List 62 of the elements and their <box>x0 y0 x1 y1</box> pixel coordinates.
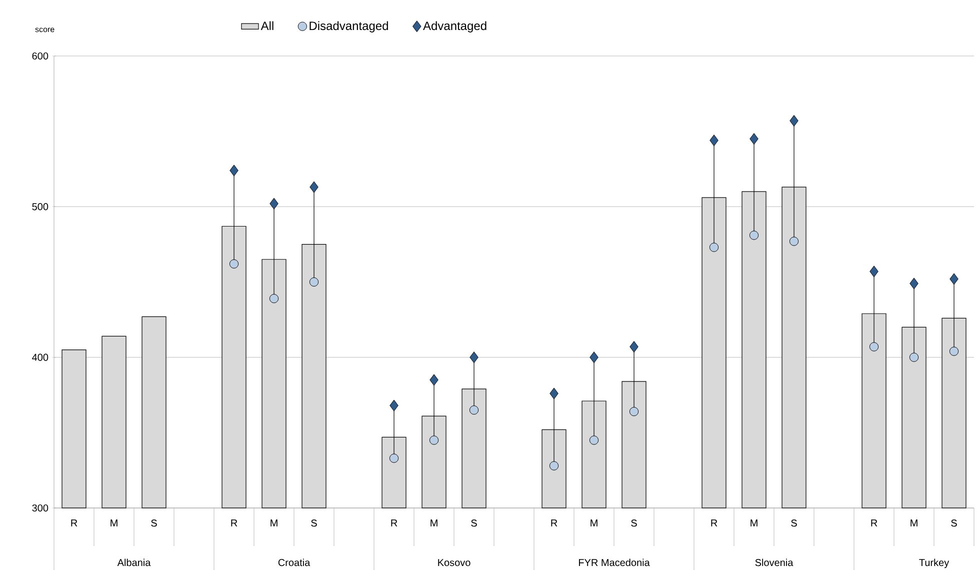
x-tick-label: S <box>631 520 637 527</box>
legend-label: Advantaged <box>423 21 486 32</box>
point <box>709 242 719 252</box>
point <box>230 164 238 176</box>
point <box>789 236 799 246</box>
x-tick-label: S <box>951 520 957 527</box>
point <box>389 454 399 463</box>
point <box>910 278 918 290</box>
point <box>950 273 958 285</box>
y-tick-label: 400 <box>32 354 48 361</box>
x-tick-label: S <box>791 520 797 527</box>
text: Croatia <box>278 558 310 566</box>
point <box>589 436 599 445</box>
x-tick-label: R <box>71 520 78 526</box>
point <box>229 259 239 268</box>
text: Kosovo <box>438 559 470 566</box>
point <box>790 115 798 127</box>
legend-label: All <box>260 21 274 30</box>
y-axis-title: score <box>35 28 54 32</box>
y-tick-label: 600 <box>32 52 48 60</box>
point <box>390 400 398 412</box>
x-tick-label: R <box>231 520 238 526</box>
point <box>430 374 438 386</box>
point <box>310 181 318 193</box>
x-tick-label: M <box>270 520 278 526</box>
point <box>710 134 718 146</box>
point <box>269 294 279 304</box>
x-tick-label: R <box>711 520 718 526</box>
x-tick-label: S <box>471 520 477 527</box>
point <box>869 342 879 352</box>
point <box>629 407 639 416</box>
point <box>549 461 559 470</box>
point <box>469 406 479 415</box>
point <box>749 230 759 240</box>
y-tick-label: 300 <box>32 504 48 512</box>
x-tick-label: M <box>430 520 438 526</box>
text: FYR Macedonia <box>578 558 650 566</box>
text: Slovenia <box>755 558 794 566</box>
x-tick-label: M <box>590 520 598 526</box>
x-tick-label: R <box>391 520 398 526</box>
text: Albania <box>117 558 151 566</box>
point <box>470 352 478 364</box>
point <box>309 277 319 287</box>
x-tick-label: M <box>910 520 918 526</box>
y-tick-label: 500 <box>32 203 48 210</box>
legend-label: Disadvantaged <box>310 21 388 32</box>
point <box>429 436 439 445</box>
x-tick-label: S <box>151 520 157 527</box>
point <box>750 133 758 145</box>
x-tick-label: R <box>551 520 558 526</box>
x-tick-label: M <box>750 520 758 526</box>
point <box>630 341 638 353</box>
point <box>270 198 278 210</box>
point <box>590 352 598 364</box>
point <box>909 352 919 362</box>
x-tick-label: R <box>871 520 878 526</box>
point <box>949 346 959 356</box>
point <box>550 388 558 400</box>
point <box>870 266 878 278</box>
text: Turkey <box>919 558 950 568</box>
x-tick-label: S <box>311 520 317 527</box>
x-tick-label: M <box>110 520 118 526</box>
